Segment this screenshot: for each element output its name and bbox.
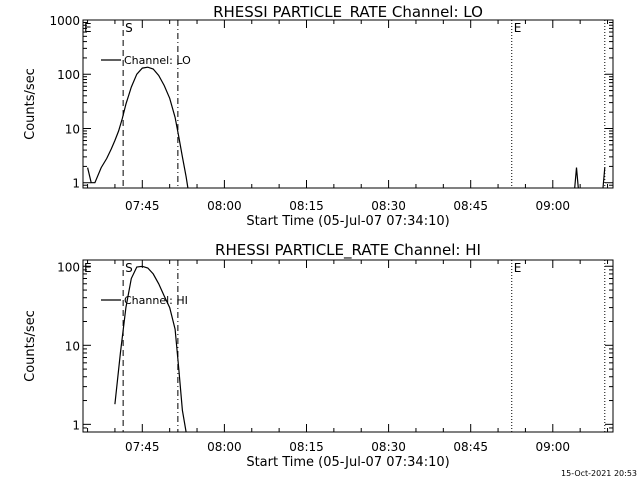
plot-frame (82, 19, 614, 189)
x-tick-label: 07:45 (125, 199, 160, 213)
y-tick-label: 10 (65, 339, 80, 353)
series-line (574, 167, 579, 189)
chart-title: RHESSI PARTICLE_RATE Channel: LO (213, 3, 483, 22)
event-marker-label: E (514, 261, 522, 275)
chart-title: RHESSI PARTICLE_RATE Channel: HI (215, 241, 481, 260)
x-axis-label: Start Time (05-Jul-07 07:34:10) (246, 455, 449, 470)
x-tick-label: 08:30 (371, 199, 406, 213)
legend-entry: Channel: LO (124, 54, 191, 67)
x-tick-label: 08:15 (289, 199, 324, 213)
x-tick-label: 08:00 (207, 440, 242, 454)
series-line (114, 265, 187, 433)
y-tick-label: 10 (65, 122, 80, 136)
x-axis-label: Start Time (05-Jul-07 07:34:10) (246, 214, 449, 229)
x-tick-label: 08:45 (453, 440, 488, 454)
event-marker-label: S (125, 261, 133, 275)
edge-marker-label: E (84, 261, 92, 275)
chart-2: RHESSI PARTICLE_RATE Channel: HI Start Ti… (23, 241, 614, 470)
x-tick-label: 08:00 (207, 199, 242, 213)
event-marker-label: E (514, 21, 522, 35)
y-tick-label: 1000 (49, 14, 80, 28)
x-tick-label: 07:45 (125, 440, 160, 454)
x-tick-label: 08:15 (289, 440, 324, 454)
x-tick-label: 08:45 (453, 199, 488, 213)
event-marker-label: S (125, 21, 133, 35)
y-tick-label: 100 (57, 260, 80, 274)
edge-marker-label: E (84, 21, 92, 35)
y-axis-label: Counts/sec (23, 310, 38, 382)
y-tick-label: 1 (72, 418, 80, 432)
series-line (602, 167, 606, 189)
x-tick-label: 09:00 (535, 440, 570, 454)
x-tick-label: 08:30 (371, 440, 406, 454)
y-tick-label: 1 (72, 177, 80, 191)
y-axis-label: Counts/sec (23, 68, 38, 140)
x-tick-label: 09:00 (535, 199, 570, 213)
y-tick-label: 100 (57, 68, 80, 82)
plot-frame (82, 259, 614, 433)
series-line (87, 66, 189, 189)
timestamp: 15-Oct-2021 20:53 (561, 469, 637, 478)
legend-entry: Channel: HI (124, 294, 188, 307)
chart-1: RHESSI PARTICLE_RATE Channel: LO Start Ti… (23, 3, 614, 229)
